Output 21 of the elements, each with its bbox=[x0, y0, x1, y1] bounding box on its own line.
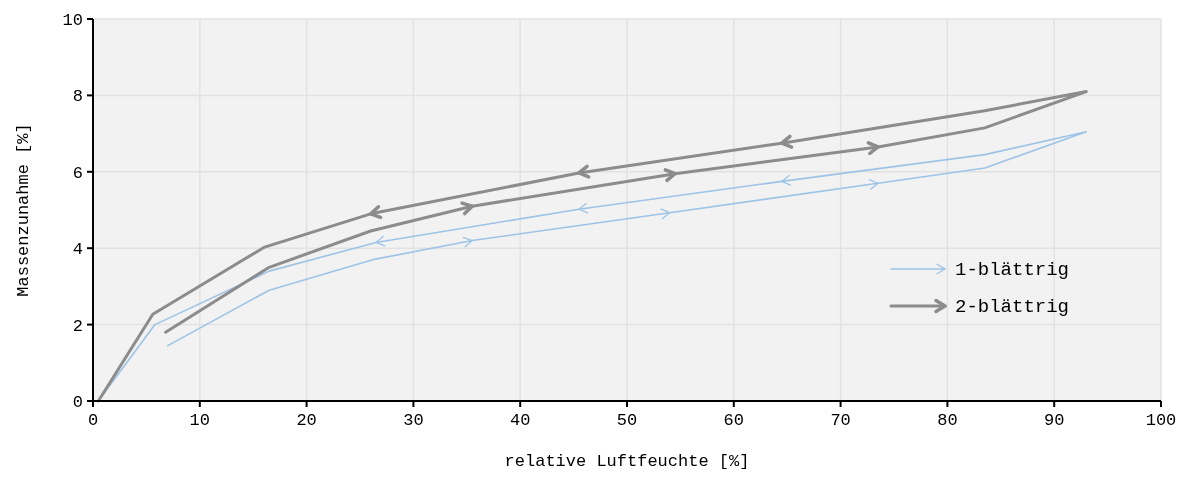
x-tick-label: 70 bbox=[830, 411, 851, 430]
y-tick-label: 8 bbox=[72, 87, 83, 107]
y-tick-label: 6 bbox=[72, 163, 83, 183]
x-tick-label: 20 bbox=[296, 411, 317, 430]
x-tick-label: 60 bbox=[723, 411, 744, 430]
x-tick-label: 80 bbox=[937, 411, 958, 430]
y-tick-label: 10 bbox=[62, 11, 83, 30]
legend-label: 1-blättrig bbox=[955, 259, 1070, 281]
y-tick-label: 0 bbox=[72, 393, 83, 412]
x-tick-label: 0 bbox=[87, 411, 99, 430]
x-tick-label: 10 bbox=[189, 411, 210, 430]
x-tick-label: 40 bbox=[510, 411, 531, 430]
x-tick-label: 90 bbox=[1044, 411, 1065, 430]
x-tick-label: 50 bbox=[616, 411, 638, 430]
x-tick-label: 30 bbox=[403, 411, 424, 430]
y-tick-label: 2 bbox=[72, 316, 83, 336]
x-tick-label: 100 bbox=[1145, 411, 1177, 430]
y-axis-title: Massenzunahme [%] bbox=[14, 123, 33, 297]
x-axis-title: relative Luftfeuchte [%] bbox=[504, 452, 750, 471]
legend-label: 2-blättrig bbox=[955, 296, 1070, 318]
y-tick-label: 4 bbox=[72, 240, 83, 260]
